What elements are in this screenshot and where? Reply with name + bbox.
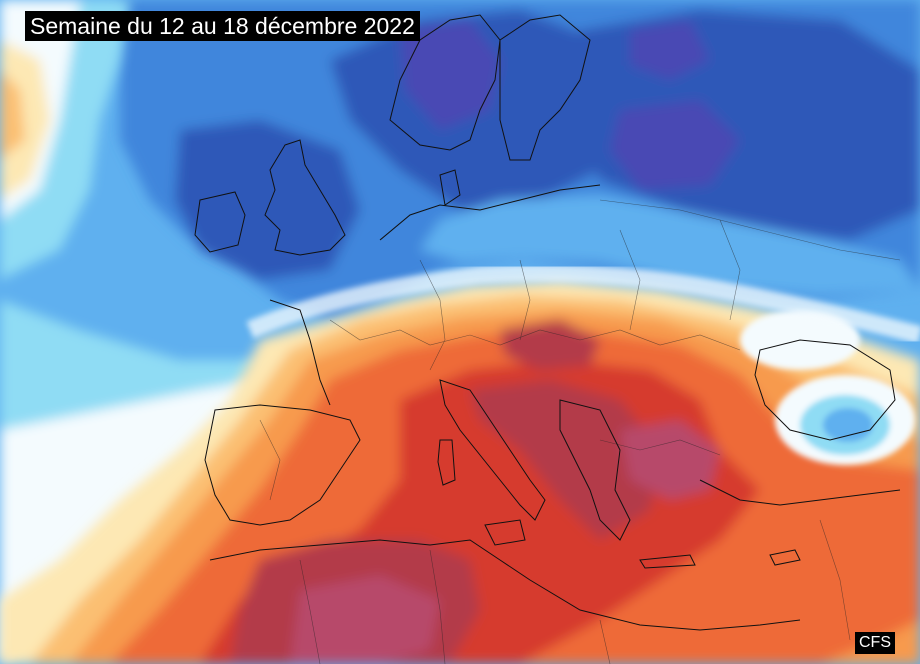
north-africa-border-a bbox=[299, 559, 321, 664]
country-borders bbox=[259, 199, 901, 664]
eastern-border-a bbox=[619, 229, 641, 331]
middle-east-border bbox=[819, 519, 851, 641]
great-britain-coast bbox=[264, 139, 346, 256]
black-sea-cold-pocket bbox=[740, 310, 915, 465]
poland-czech-border bbox=[519, 259, 531, 341]
scandinavia-coast bbox=[389, 14, 501, 151]
baltic-states-borders bbox=[599, 199, 901, 261]
cyprus-coast bbox=[769, 549, 801, 566]
crete-coast bbox=[639, 554, 696, 569]
coastlines bbox=[194, 14, 901, 631]
italy-coast bbox=[439, 379, 546, 521]
sicily-coast bbox=[484, 519, 526, 546]
germany-france-border bbox=[419, 259, 446, 371]
turkey-south-coast bbox=[699, 479, 901, 506]
balkan-borders bbox=[599, 439, 721, 456]
sardinia-coast bbox=[437, 439, 456, 486]
central-europe-borders bbox=[329, 319, 741, 351]
map-title: Semaine du 12 au 18 décembre 2022 bbox=[25, 11, 420, 41]
balkans-coast bbox=[559, 399, 631, 541]
north-africa-coast bbox=[209, 539, 801, 631]
ireland-coast bbox=[194, 191, 246, 253]
denmark-coast bbox=[439, 169, 461, 206]
france-atlantic-coast bbox=[269, 299, 331, 406]
warm-anomaly-zone bbox=[0, 280, 920, 664]
iberia-inner-border bbox=[259, 419, 281, 501]
north-africa-border-b bbox=[429, 549, 446, 664]
north-sea-baltic-coast bbox=[379, 184, 601, 241]
north-africa-border-c bbox=[599, 619, 611, 664]
zero-anomaly-band bbox=[246, 264, 920, 344]
sweden-coast bbox=[499, 14, 591, 161]
black-sea-coast bbox=[754, 339, 896, 441]
source-label: CFS bbox=[855, 632, 895, 654]
iberia-coast bbox=[204, 404, 361, 526]
eastern-border-b bbox=[719, 219, 741, 321]
